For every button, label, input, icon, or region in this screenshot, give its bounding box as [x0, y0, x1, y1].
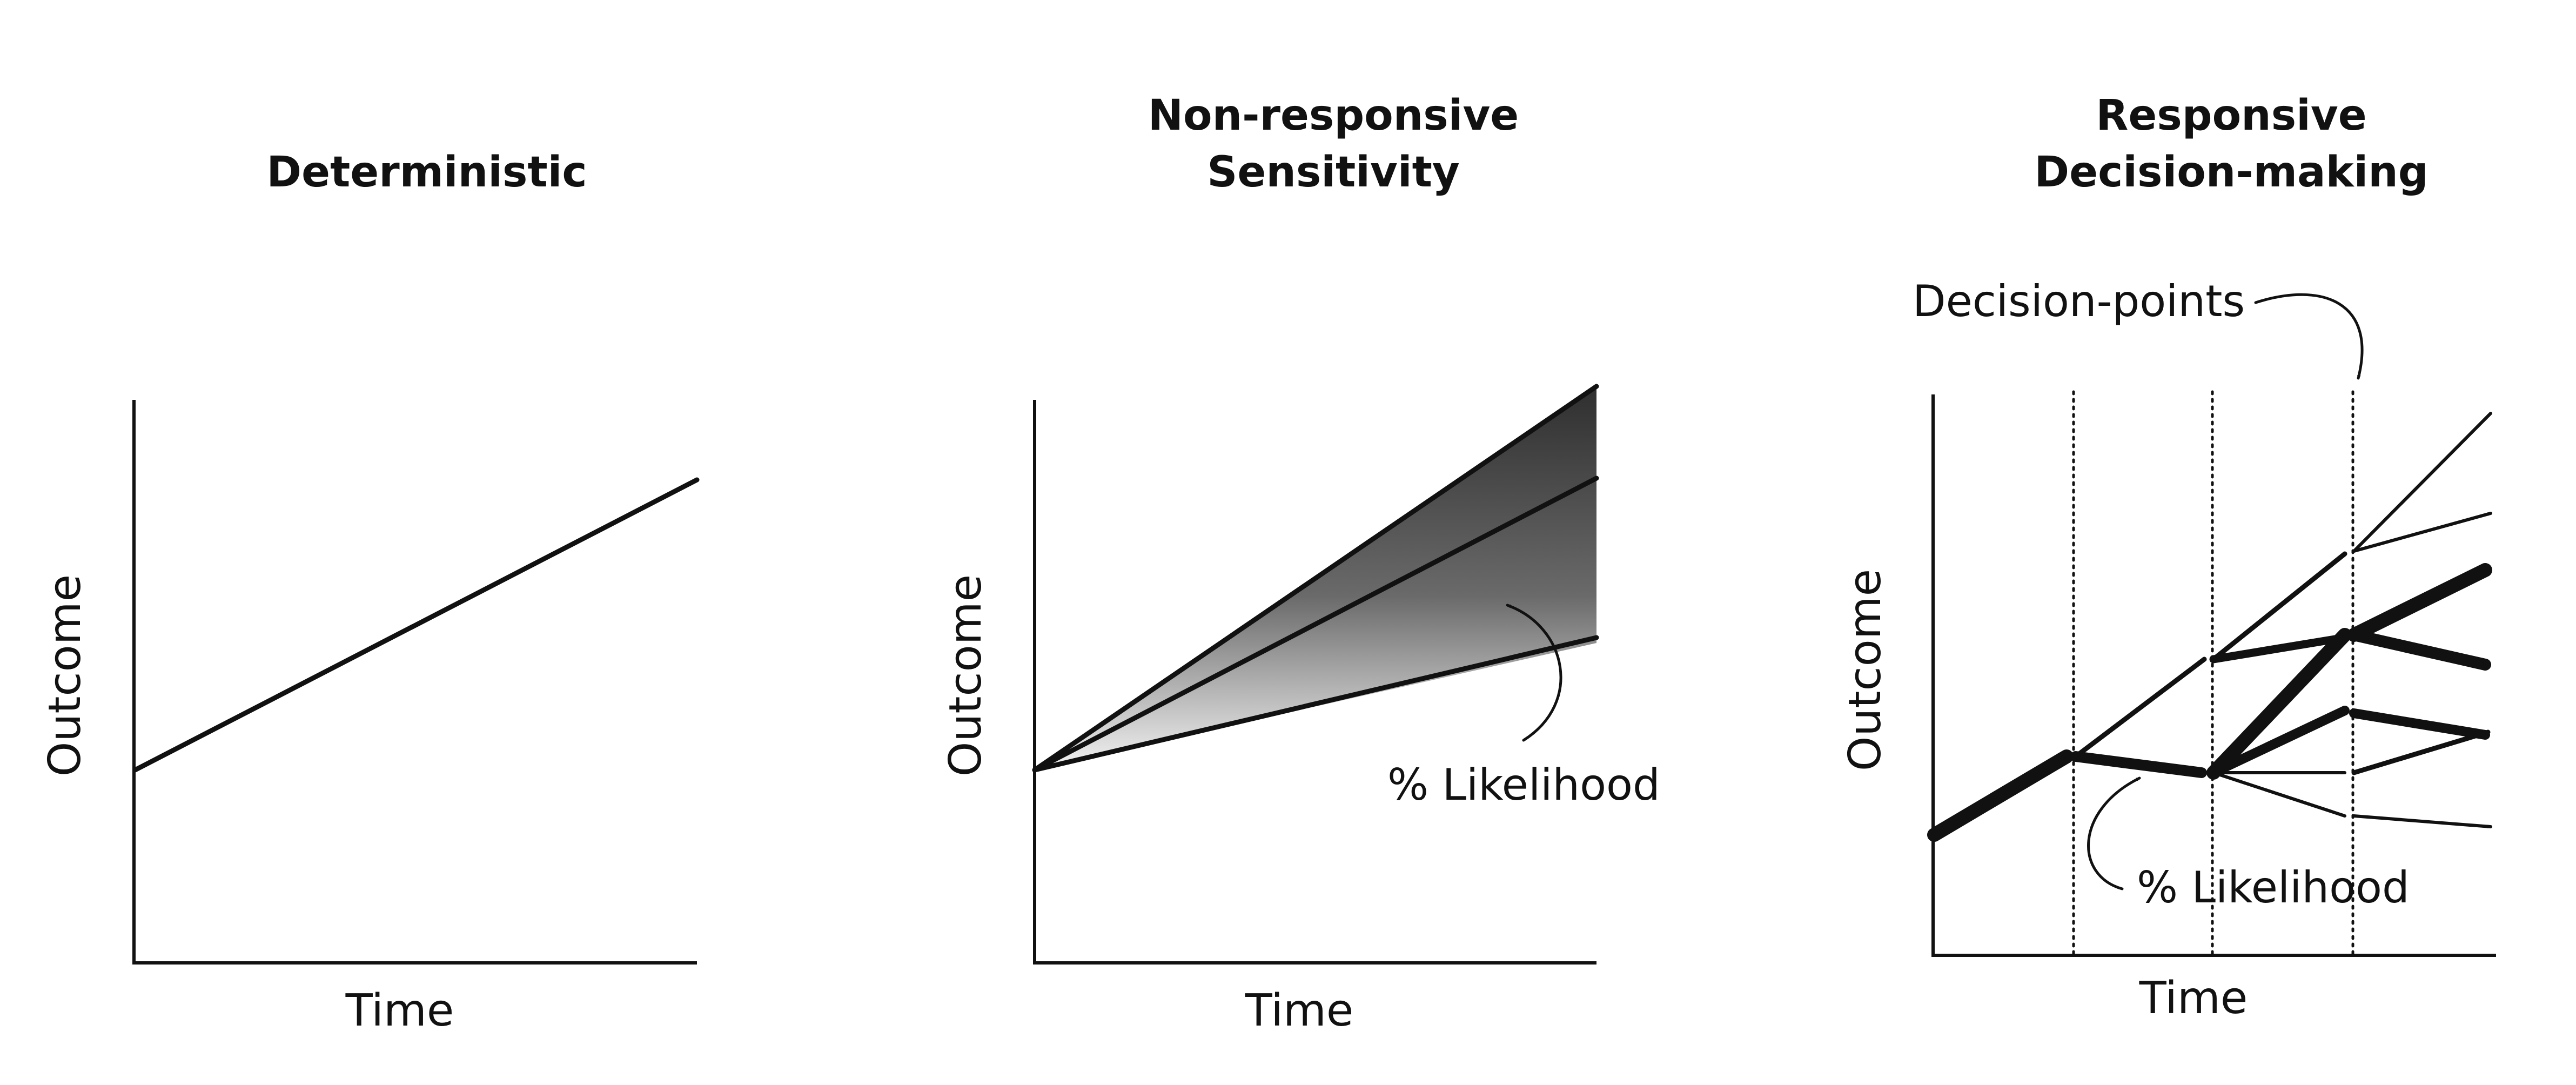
- likelihood-annotation: % Likelihood: [1387, 760, 1660, 810]
- panel-title-line-2: Sensitivity: [1207, 148, 1460, 197]
- branch-arrow: [2348, 629, 2491, 671]
- branch-arrow: [2206, 628, 2352, 780]
- likelihood-annotation: % Likelihood: [2137, 862, 2410, 913]
- y-axis-label: Outcome: [940, 574, 991, 776]
- panel-title-line-2: Decision-making: [2034, 148, 2428, 197]
- branch-arrow: [2351, 729, 2491, 775]
- x-axis-label: Time: [1245, 985, 1354, 1036]
- branch-arrow: [2209, 706, 2350, 778]
- branch-arrow: [1927, 749, 2074, 842]
- x-axis-label: Time: [345, 985, 454, 1036]
- likelihood-pointer: [2087, 776, 2141, 890]
- branch-arrow: [2352, 814, 2492, 828]
- branch-arrow: [2349, 708, 2490, 740]
- central-scenario-arrow: [1032, 475, 1599, 773]
- branch-arrow: [2211, 551, 2347, 662]
- branch-arrow: [2073, 657, 2207, 759]
- y-axis-label: Outcome: [39, 574, 91, 776]
- panel-responsive-decision-making: Responsive Decision-making Decision-poin…: [1840, 91, 2496, 1024]
- branch-arrow: [2352, 512, 2492, 553]
- panel-deterministic: Deterministic Time Outcome: [39, 148, 700, 1036]
- decision-points-pointer: [2254, 293, 2364, 380]
- y-axis-label: Outcome: [1840, 569, 1891, 771]
- branch-arrow: [2347, 563, 2492, 642]
- panel-title-line-1: Responsive: [2096, 91, 2366, 140]
- panel-title-line-1: Non-responsive: [1148, 91, 1519, 140]
- branch-arrow: [2070, 751, 2207, 778]
- likelihood-pointer: [1506, 604, 1562, 742]
- upper-scenario-arrow: [1032, 384, 1599, 773]
- branch-arrow: [2209, 633, 2349, 664]
- panel-non-responsive-sensitivity: Non-responsive Sensitivity % Likelihood …: [940, 91, 1660, 1036]
- lower-scenario-arrow: [1032, 635, 1599, 773]
- trend-arrow: [132, 477, 700, 773]
- panel-title: Deterministic: [266, 148, 587, 197]
- x-axis-label: Time: [2139, 973, 2248, 1024]
- branch-arrow: [2352, 412, 2492, 553]
- branch-arrow: [2212, 771, 2346, 818]
- decision-points-callout: Decision-points: [1913, 276, 2245, 326]
